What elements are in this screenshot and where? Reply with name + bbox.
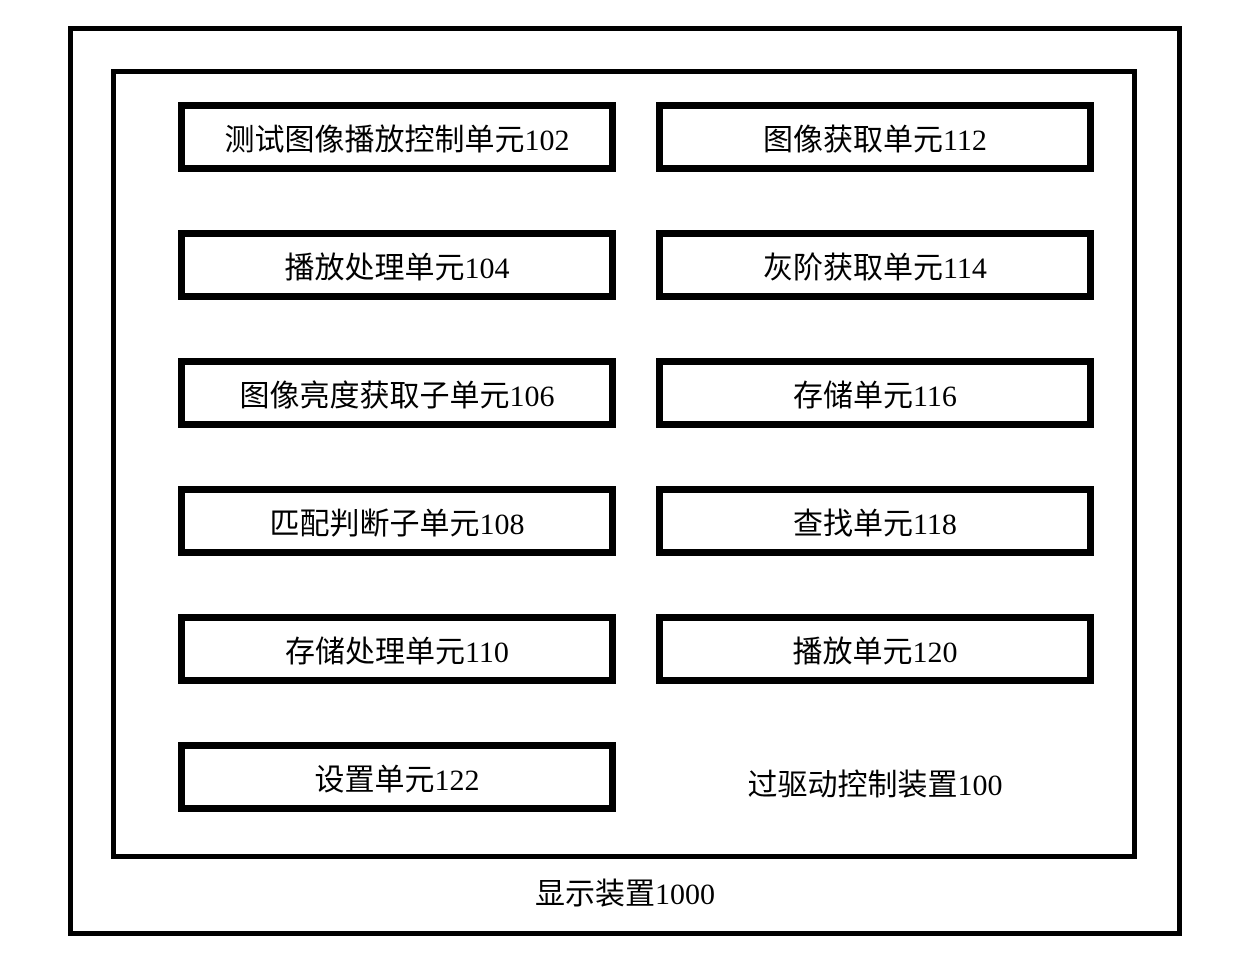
unit-label: 匹配判断子单元108 (270, 499, 525, 543)
unit-label: 图像亮度获取子单元106 (240, 371, 555, 415)
unit-label: 查找单元118 (793, 499, 957, 543)
unit-box-118: 查找单元118 (656, 486, 1094, 556)
unit-box-104: 播放处理单元104 (178, 230, 616, 300)
outer-container: 测试图像播放控制单元102 播放处理单元104 图像亮度获取子单元106 匹配判… (68, 26, 1182, 936)
unit-label: 播放单元120 (793, 627, 958, 671)
unit-label: 设置单元122 (315, 755, 480, 799)
unit-box-102: 测试图像播放控制单元102 (178, 102, 616, 172)
unit-box-110: 存储处理单元110 (178, 614, 616, 684)
unit-box-112: 图像获取单元112 (656, 102, 1094, 172)
unit-box-120: 播放单元120 (656, 614, 1094, 684)
unit-label: 存储单元116 (793, 371, 957, 415)
unit-box-108: 匹配判断子单元108 (178, 486, 616, 556)
inner-container: 测试图像播放控制单元102 播放处理单元104 图像亮度获取子单元106 匹配判… (111, 69, 1137, 859)
unit-label: 播放处理单元104 (285, 243, 510, 287)
unit-label: 测试图像播放控制单元102 (225, 115, 570, 159)
unit-label: 灰阶获取单元114 (763, 243, 987, 287)
outer-container-label: 显示装置1000 (73, 869, 1177, 913)
unit-box-122: 设置单元122 (178, 742, 616, 812)
inner-container-label: 过驱动控制装置100 (656, 760, 1094, 804)
unit-box-114: 灰阶获取单元114 (656, 230, 1094, 300)
unit-box-116: 存储单元116 (656, 358, 1094, 428)
unit-box-106: 图像亮度获取子单元106 (178, 358, 616, 428)
unit-label: 图像获取单元112 (763, 115, 987, 159)
unit-label: 存储处理单元110 (285, 627, 509, 671)
